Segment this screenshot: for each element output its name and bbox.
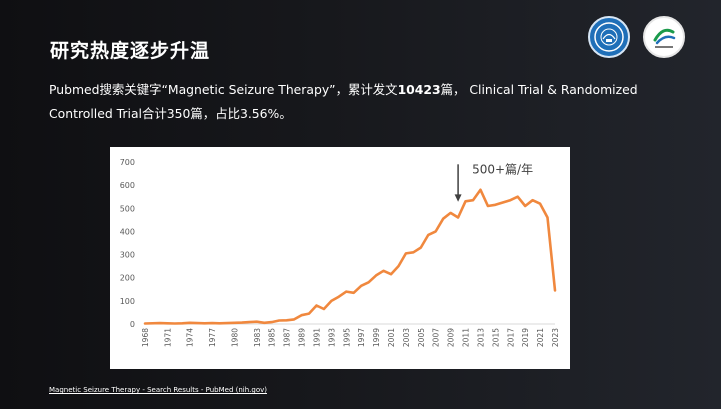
x-tick-label: 2017 <box>506 328 515 347</box>
series-line <box>143 188 557 325</box>
pubmed-source-link[interactable]: Magnetic Seizure Therapy - Search Result… <box>49 386 267 394</box>
description-part-2: 篇， Clinical Trial & Randomized Controlle… <box>49 82 638 121</box>
chart-panel: 0 100 200 300 400 500 600 700 1968 1971 1974 1977 19… <box>110 147 570 369</box>
x-tick-label: 2021 <box>536 328 545 347</box>
x-tick-label: 1977 <box>208 328 217 347</box>
x-tick-label: 1993 <box>327 328 336 347</box>
y-tick-label: 200 <box>120 274 135 283</box>
x-tick-label: 2015 <box>491 328 500 347</box>
publication-count: 10423 <box>397 82 441 97</box>
annotation-label: 500+篇/年 <box>472 162 533 177</box>
university-logo <box>588 16 630 58</box>
x-tick-label: 1991 <box>312 328 321 347</box>
y-tick-label: 0 <box>130 320 135 329</box>
x-tick-label: 2001 <box>387 328 396 347</box>
x-tick-label: 1987 <box>283 328 292 347</box>
y-tick-label: 600 <box>120 181 135 190</box>
y-tick-label: 700 <box>120 158 135 167</box>
hospital-emblem-icon <box>653 28 676 48</box>
x-tick-label: 1980 <box>230 328 239 347</box>
x-tick-label: 1968 <box>141 328 150 347</box>
x-tick-label: 2011 <box>462 328 471 347</box>
x-tick-label: 1983 <box>253 328 262 347</box>
x-tick-label: 2023 <box>551 328 560 347</box>
x-tick-label: 1974 <box>186 328 195 347</box>
description-part-1: Pubmed搜索关键字“Magnetic Seizure Therapy”，累计… <box>49 82 398 97</box>
hospital-logo <box>643 16 685 58</box>
x-tick-label: 2013 <box>476 328 485 347</box>
x-tick-label: 1971 <box>163 328 172 347</box>
university-emblem-icon <box>594 22 624 52</box>
x-tick-label: 1989 <box>298 328 307 347</box>
x-tick-label: 2009 <box>447 328 456 347</box>
x-tick-label: 2007 <box>432 328 441 347</box>
y-tick-label: 100 <box>120 297 135 306</box>
y-tick-label: 400 <box>120 227 135 236</box>
y-tick-label: 300 <box>120 251 135 260</box>
x-tick-label: 2005 <box>417 328 426 347</box>
x-tick-label: 1985 <box>268 328 277 347</box>
x-tick-label: 1995 <box>342 328 351 347</box>
x-tick-label: 1999 <box>372 328 381 347</box>
description-text: Pubmed搜索关键字“Magnetic Seizure Therapy”，累计… <box>49 78 689 126</box>
y-tick-label: 500 <box>120 204 135 213</box>
x-tick-label: 2019 <box>521 328 530 347</box>
annotation-arrow-head <box>454 194 462 202</box>
x-tick-label: 2003 <box>402 328 411 347</box>
slide-title: 研究热度逐步升温 <box>50 40 211 62</box>
x-tick-label: 1997 <box>357 328 366 347</box>
publication-trend-chart: 0 100 200 300 400 500 600 700 1968 1971 1974 1977 19… <box>120 158 560 347</box>
